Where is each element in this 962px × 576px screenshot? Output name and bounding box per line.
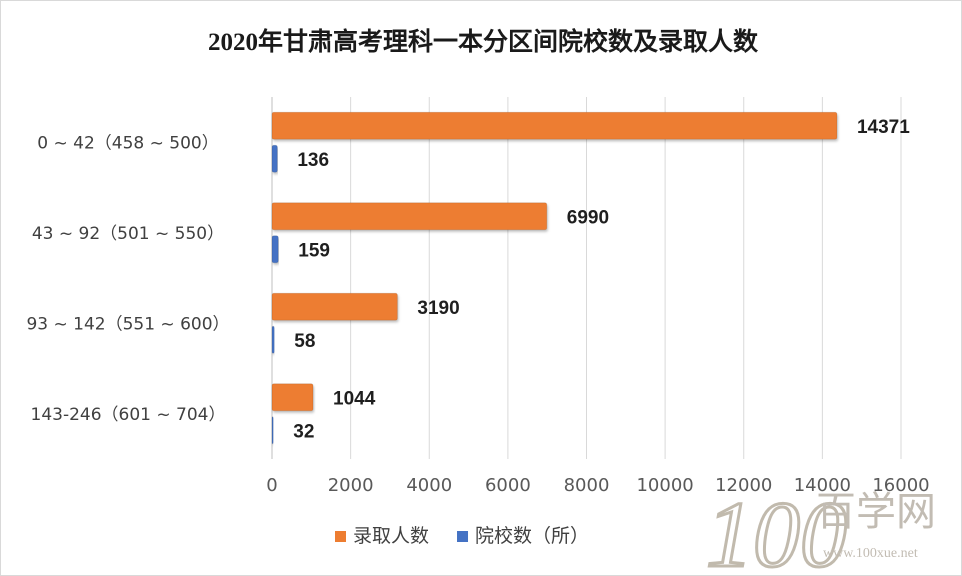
bar-colleges	[271, 144, 278, 173]
x-tick-label: 8000	[564, 475, 610, 496]
x-tick-label: 10000	[636, 475, 693, 496]
x-tick-label: 4000	[406, 475, 452, 496]
data-label-colleges: 136	[297, 150, 329, 171]
bar-admitted	[271, 383, 314, 412]
category-label: 0 ~ 42（458 ~ 500）	[37, 133, 218, 153]
legend-swatch-colleges	[457, 531, 469, 542]
bar-admitted	[271, 202, 548, 231]
x-tick-label: 14000	[794, 475, 851, 496]
x-tick-label: 0	[266, 475, 277, 496]
category-label: 93 ~ 142（551 ~ 600）	[26, 314, 229, 334]
legend-label-admitted: 录取人数	[353, 525, 429, 547]
x-tick-label: 2000	[328, 475, 374, 496]
x-tick-label: 12000	[715, 475, 772, 496]
legend-label-colleges: 院校数（所）	[475, 525, 589, 547]
bar-colleges	[271, 325, 275, 354]
watermark-number: 100	[706, 483, 847, 575]
data-label-admitted: 14371	[857, 117, 910, 138]
category-label: 43 ~ 92（501 ~ 550）	[32, 224, 224, 244]
data-label-admitted: 3190	[417, 298, 459, 319]
bar-admitted	[271, 292, 398, 321]
data-label-colleges: 58	[294, 331, 315, 352]
data-label-colleges: 32	[293, 421, 314, 442]
bar-colleges	[271, 416, 274, 445]
category-label: 143-246（601 ~ 704）	[31, 405, 226, 425]
watermark-brand: 百学网	[816, 489, 936, 535]
legend-swatch-admitted	[335, 531, 346, 542]
bar-admitted	[271, 111, 838, 140]
data-label-admitted: 1044	[333, 388, 376, 409]
bar-colleges	[271, 235, 279, 264]
watermark-url: www.100xue.net	[823, 546, 918, 561]
data-label-admitted: 6990	[567, 207, 609, 228]
x-tick-label: 6000	[485, 475, 531, 496]
data-label-colleges: 159	[298, 240, 330, 261]
chart-title: 2020年甘肃高考理科一本分区间院校数及录取人数	[208, 27, 759, 56]
x-tick-label: 16000	[872, 475, 929, 496]
